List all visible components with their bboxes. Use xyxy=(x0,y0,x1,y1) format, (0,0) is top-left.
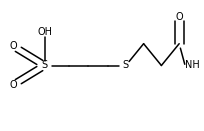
Text: O: O xyxy=(9,41,17,51)
Text: NH: NH xyxy=(185,61,200,70)
Text: S: S xyxy=(123,61,129,70)
Text: O: O xyxy=(175,12,183,22)
Text: S: S xyxy=(42,61,48,70)
Text: O: O xyxy=(9,80,17,90)
Text: OH: OH xyxy=(37,27,52,37)
